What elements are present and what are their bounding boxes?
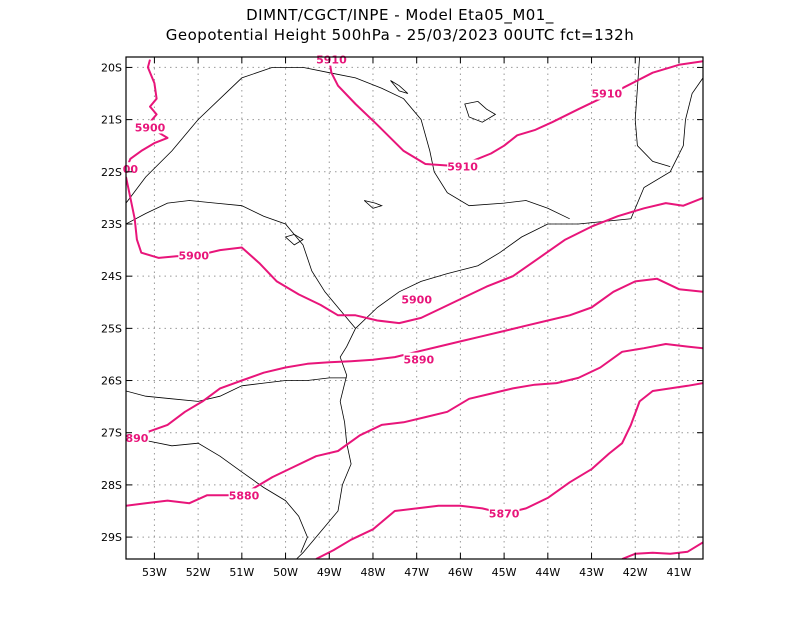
x-tick-label: 51W — [229, 566, 254, 579]
map-lake-outline — [390, 80, 409, 94]
plot-frame — [125, 56, 704, 560]
contour-label-bg — [316, 52, 347, 66]
contour-label: 5890 — [404, 354, 435, 367]
contour-label-bg — [591, 86, 623, 100]
y-tick-label: 20S — [101, 61, 122, 74]
contour-label-bg — [125, 430, 149, 444]
map-boundary-line — [126, 377, 347, 402]
chart-title-line2: Geopotential Height 500hPa - 25/03/2023 … — [165, 26, 635, 44]
map-boundary-line — [126, 67, 570, 220]
contour-label-bg — [447, 159, 478, 173]
x-tick-label: 50W — [273, 566, 298, 579]
contour-label: 5910 — [592, 88, 623, 101]
contour-line-5910 — [328, 59, 703, 167]
contour-label: 890 — [125, 432, 148, 445]
contour-label: 5900 — [401, 294, 432, 307]
x-tick-label: 48W — [361, 566, 386, 579]
contour-label: 5910 — [316, 54, 347, 67]
contour-label: 00 — [123, 163, 139, 176]
map-boundary-line — [296, 328, 356, 559]
y-tick-label: 29S — [101, 531, 122, 544]
map-boundary-line — [126, 200, 356, 329]
map-layer — [126, 57, 703, 559]
x-tick-label: 52W — [186, 566, 211, 579]
contour-label-bg — [134, 120, 166, 134]
y-tick-label: 26S — [101, 375, 122, 388]
y-tick-label: 24S — [101, 270, 122, 283]
contour-line-5880 — [126, 343, 703, 507]
x-tick-label: 45W — [492, 566, 517, 579]
y-tick-label: 23S — [101, 218, 122, 231]
map-boundary-line — [634, 57, 671, 167]
x-tick-label: 46W — [448, 566, 473, 579]
x-tick-label: 49W — [317, 566, 342, 579]
contour-label-bg — [488, 506, 520, 520]
contour-line-5870 — [315, 382, 703, 559]
contour-line-5900 — [126, 176, 703, 325]
contour-line-5860 — [621, 541, 703, 559]
contour-label: 5870 — [489, 508, 520, 521]
x-tick-label: 43W — [579, 566, 604, 579]
contour-label: 5880 — [229, 489, 260, 502]
map-boundary-line — [126, 437, 308, 553]
contour-label: 5910 — [447, 161, 478, 174]
x-tick-label: 42W — [623, 566, 648, 579]
contour-label-bg — [401, 292, 433, 306]
contour-label: 5900 — [178, 249, 209, 262]
y-tick-label: 27S — [101, 427, 122, 440]
y-tick-label: 22S — [101, 166, 122, 179]
contour-label-bg — [228, 488, 260, 502]
x-tick-label: 47W — [404, 566, 429, 579]
contour-label-bg — [178, 248, 210, 262]
map-lake-outline — [363, 200, 383, 209]
y-tick-label: 25S — [101, 322, 122, 335]
grid-layer — [126, 57, 703, 559]
x-tick-label: 53W — [142, 566, 167, 579]
chart-title-line1: DIMNT/CGCT/INPE - Model Eta05_M01_ — [246, 6, 554, 24]
x-tick-label: 44W — [535, 566, 560, 579]
contour-line-5900 — [126, 59, 169, 170]
x-tick-label: 41W — [667, 566, 692, 579]
axis-layer: 53W 52W 51W 50W 49W 48W 47W 46W 45W 44W 43W 42W 41W 2… — [101, 56, 704, 579]
map-boundary-line — [355, 77, 703, 329]
contour-label-bg — [403, 352, 435, 366]
contour-label-layer: 5910 5910 5910 5900 00 5900 5900 5890 890 5880 587… — [122, 52, 623, 521]
contour-layer — [126, 59, 703, 559]
contour-label: 5900 — [135, 121, 166, 134]
map-lake-outline — [464, 100, 497, 123]
y-tick-label: 21S — [101, 114, 122, 127]
map-lake-outline — [284, 233, 304, 246]
y-tick-label: 28S — [101, 479, 122, 492]
